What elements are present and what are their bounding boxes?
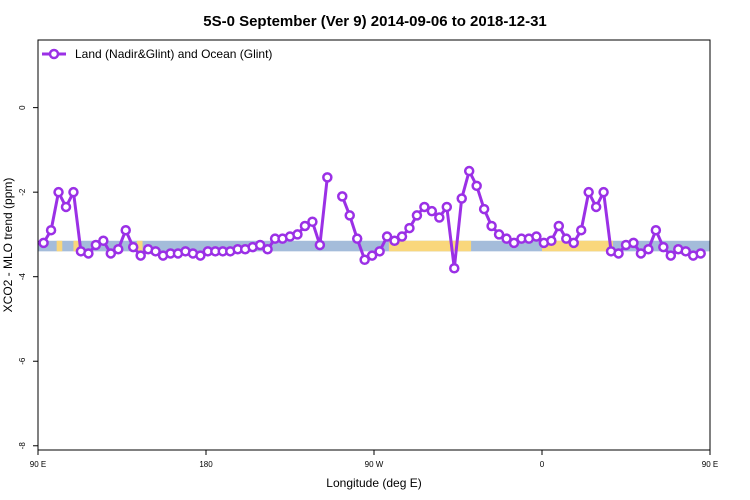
data-point [628, 237, 639, 249]
data-point [434, 212, 445, 223]
ocean-band [38, 240, 710, 252]
data-point [135, 250, 146, 261]
land-band-segment [56, 240, 63, 252]
data-point [568, 237, 579, 249]
y-tick-label: -8 [18, 442, 27, 450]
y-axis-label: XCO2 - MLO trend (ppm) [1, 178, 15, 313]
data-point [381, 231, 393, 242]
data-point [105, 248, 117, 259]
x-tick-label: 180 [199, 460, 213, 469]
data-point [351, 233, 363, 244]
x-tick-label: 90 E [30, 460, 46, 469]
data-point [307, 216, 318, 228]
data-point [478, 203, 490, 215]
data-point [680, 246, 691, 257]
plot-area [37, 39, 711, 451]
x-tick-label: 0 [540, 460, 545, 469]
data-point [441, 201, 453, 213]
data-point [456, 193, 467, 204]
data-point [127, 241, 139, 253]
data-point [613, 248, 624, 259]
legend: Land (Nadir&Glint) and Ocean (Glint) [42, 47, 272, 61]
data-point [404, 222, 415, 234]
data-point [299, 220, 311, 232]
x-tick-label: 90 E [702, 460, 718, 469]
data-point [150, 246, 161, 257]
data-point [262, 243, 273, 255]
data-point [396, 231, 408, 242]
data-point [90, 239, 102, 251]
data-point [531, 231, 542, 242]
data-point [83, 248, 94, 259]
data-point [665, 250, 677, 261]
data-point [359, 254, 370, 266]
data-point [553, 220, 565, 232]
y-tick-label: -2 [18, 188, 27, 196]
data-point [501, 233, 512, 244]
x-axis-label: Longitude (deg E) [326, 476, 421, 490]
data-point [419, 201, 430, 213]
data-point [292, 229, 303, 240]
land-band-segment [388, 240, 472, 252]
data-point [561, 233, 572, 244]
data-point [314, 239, 326, 251]
data-point [463, 165, 475, 177]
data-point [658, 241, 669, 253]
data-point [45, 224, 57, 236]
data-point [113, 243, 124, 255]
data-point [366, 250, 378, 261]
data-point [374, 246, 385, 257]
data-point [344, 210, 355, 221]
data-point [337, 191, 348, 202]
x-tick-label: 90 W [365, 460, 384, 469]
data-point [508, 237, 520, 249]
data-point [493, 229, 505, 240]
land-band-segment [73, 240, 80, 252]
data-point [411, 210, 423, 221]
x-axis: 90 E 180 90 W 0 90 E [30, 450, 718, 469]
y-tick-label: 0 [18, 105, 27, 110]
data-point [449, 262, 460, 274]
data-point [546, 235, 557, 247]
data-point [426, 205, 438, 217]
data-point [650, 224, 662, 236]
data-point [471, 180, 482, 192]
legend-marker [48, 48, 60, 60]
data-point [322, 172, 333, 183]
data-point [254, 239, 266, 251]
y-axis: 0 -2 -4 -6 -8 [18, 105, 38, 449]
data-point [389, 235, 400, 247]
data-point [68, 186, 79, 198]
y-tick-label: -4 [18, 273, 27, 281]
land-band-segment [136, 240, 143, 252]
data-point [120, 224, 131, 236]
data-point [98, 235, 109, 247]
data-point [583, 186, 594, 198]
legend-label: Land (Nadir&Glint) and Ocean (Glint) [75, 47, 272, 61]
data-point [635, 248, 647, 259]
y-tick-label: -6 [18, 357, 27, 365]
data-point [598, 186, 609, 198]
data-point [486, 220, 497, 232]
data-point [38, 237, 49, 249]
chart-title: 5S-0 September (Ver 9) 2014-09-06 to 201… [203, 13, 547, 30]
data-point [60, 201, 72, 213]
data-point [643, 243, 654, 255]
data-point [195, 250, 206, 261]
data-point [695, 248, 706, 259]
series-layer [38, 165, 706, 274]
data-point [575, 224, 587, 236]
data-point [53, 186, 64, 198]
data-point [590, 201, 602, 213]
